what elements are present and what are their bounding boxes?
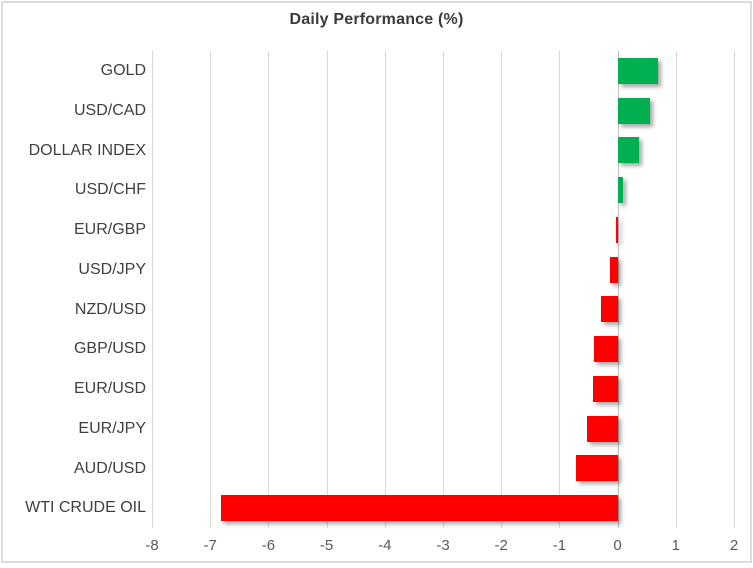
gridline — [675, 51, 677, 528]
gridline — [384, 51, 386, 528]
x-tick-label: -7 — [203, 537, 217, 554]
x-tick-label: 2 — [729, 537, 739, 554]
x-tick-label: -2 — [494, 537, 508, 554]
category-label-usd-chf: USD/CHF — [74, 181, 146, 199]
bar-eur-jpy — [587, 415, 618, 442]
bar-usd-cad — [617, 97, 651, 124]
bar-usd-chf — [617, 177, 623, 204]
gridline — [268, 51, 270, 528]
bar-nzd-usd — [601, 296, 618, 323]
bar-gold — [617, 57, 658, 84]
category-label-eur-gbp: EUR/GBP — [73, 221, 146, 238]
category-label-gold: GOLD — [100, 62, 146, 79]
bar-aud-usd — [575, 455, 618, 482]
x-tick-label: -6 — [261, 537, 276, 554]
bar-wti-crude-oil — [221, 495, 618, 522]
category-label-usd-jpy: USD/JPY — [78, 260, 146, 278]
category-label-gbp-usd: GBP/USD — [73, 340, 146, 358]
x-tick-label: -3 — [436, 537, 450, 554]
gridline — [501, 51, 503, 528]
category-label-aud-usd: AUD/USD — [73, 459, 146, 477]
x-tick-label: -8 — [145, 537, 159, 554]
x-tick-label: -4 — [378, 537, 392, 554]
plot-area — [152, 51, 735, 528]
category-label-nzd-usd: NZD/USD — [74, 300, 146, 318]
gridline — [443, 51, 444, 528]
category-label-wti-crude-oil: WTI CRUDE OIL — [25, 499, 146, 517]
gridline — [152, 51, 153, 528]
category-label-eur-jpy: EUR/JPY — [78, 419, 146, 437]
x-tick-label: -1 — [552, 537, 567, 554]
gridline — [734, 51, 735, 528]
bar-eur-usd — [593, 375, 618, 402]
x-tick-label: 1 — [671, 537, 680, 554]
bar-dollar-index — [617, 137, 640, 164]
category-axis: GOLD USD/CAD DOLLAR INDEX USD/CHF EUR/GBP USD… — [0, 51, 146, 528]
bar-usd-jpy — [609, 256, 618, 283]
value-axis: -8 -7 -6 -5 -4 -3 -2 -1 0 1 2 — [145, 537, 738, 557]
category-label-usd-cad: USD/CAD — [73, 101, 146, 119]
category-label-eur-usd: EUR/USD — [73, 380, 146, 397]
bar-eur-gbp — [615, 216, 618, 243]
category-label-dollar-index: DOLLAR INDEX — [28, 141, 146, 159]
x-tick-label: -5 — [319, 537, 334, 554]
x-tick-label: 0 — [613, 537, 622, 554]
bar-gbp-usd — [594, 336, 618, 363]
zero-axis-line — [617, 51, 619, 528]
gridline — [210, 51, 212, 528]
gridline — [326, 51, 328, 528]
gridline — [559, 51, 561, 528]
chart-title: Daily Performance (%) — [289, 11, 464, 28]
